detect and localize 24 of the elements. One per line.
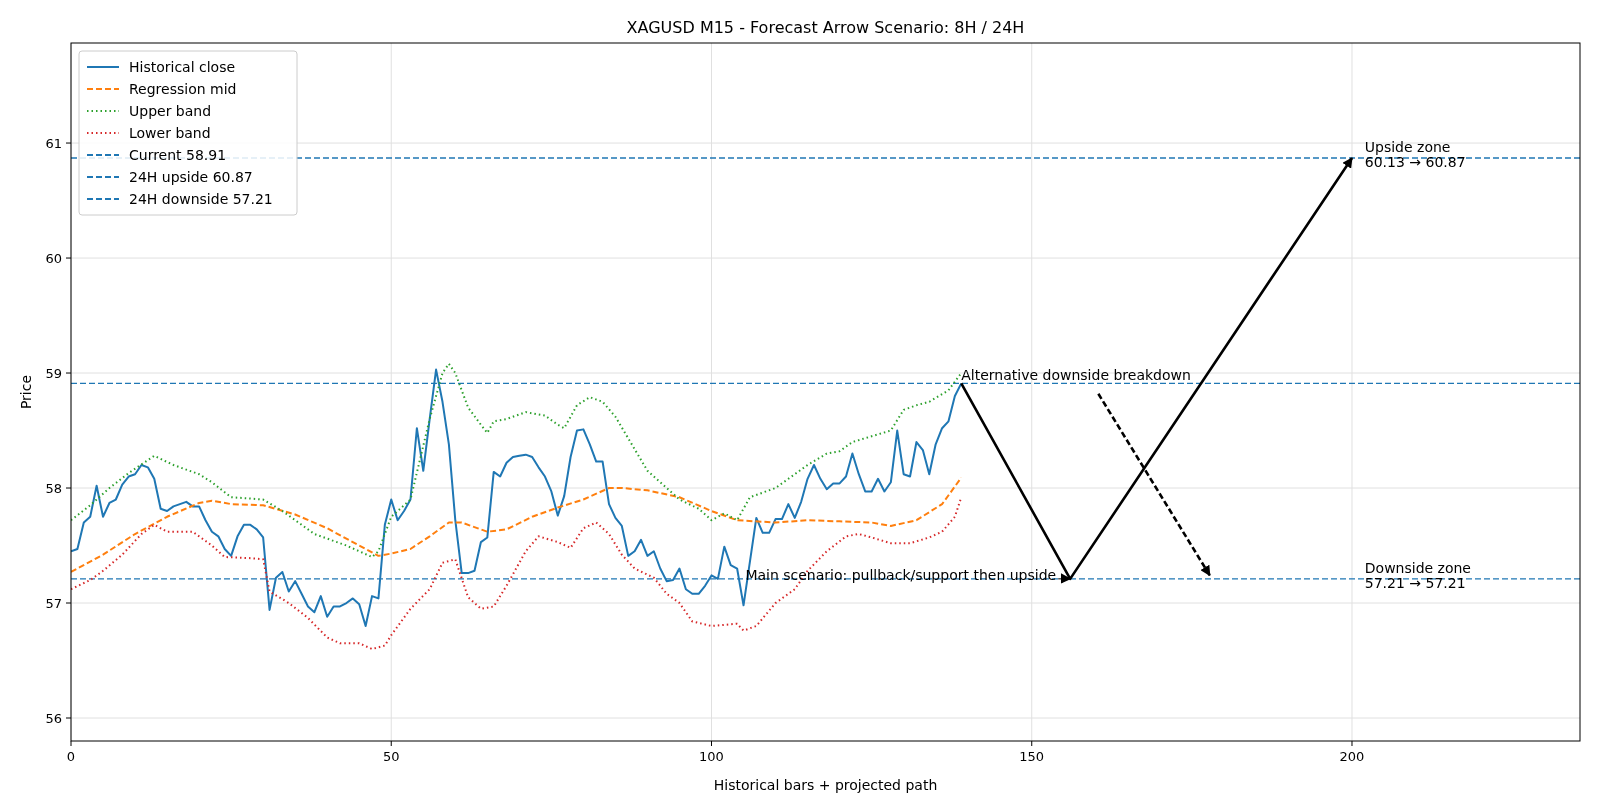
y-tick-label: 58 (45, 480, 62, 496)
legend-label: Lower band (129, 124, 211, 141)
legend-label: 24H downside 57.21 (129, 190, 273, 207)
y-tick-label: 57 (45, 595, 62, 611)
x-tick-label: 200 (1339, 749, 1365, 764)
chart-title: XAGUSD M15 - Forecast Arrow Scenario: 8H / 24H (626, 18, 1025, 37)
y-axis-title: Price (18, 374, 34, 410)
y-tick-label: 61 (45, 135, 62, 151)
legend-label: Regression mid (129, 80, 237, 97)
x-tick-label: 0 (66, 749, 76, 764)
legend-label: 24H upside 60.87 (129, 168, 253, 185)
x-tick-label: 50 (382, 749, 400, 764)
x-tick-label: 100 (699, 749, 724, 764)
legend-label: Historical close (129, 58, 236, 75)
legend-label: Upper band (129, 102, 212, 119)
y-tick-label: 56 (45, 710, 62, 726)
annotation: Alternative downside breakdown (961, 367, 1191, 384)
y-tick-label: 59 (45, 365, 62, 381)
annotation: Downside zone 57.21 → 57.21 (1364, 559, 1471, 591)
line-series (71, 362, 963, 559)
legend-label: Current 58.91 (129, 146, 227, 163)
y-tick-label: 60 (45, 250, 62, 266)
x-axis-title: Historical bars + projected path (713, 777, 938, 793)
x-tick-label: 150 (1019, 749, 1045, 764)
